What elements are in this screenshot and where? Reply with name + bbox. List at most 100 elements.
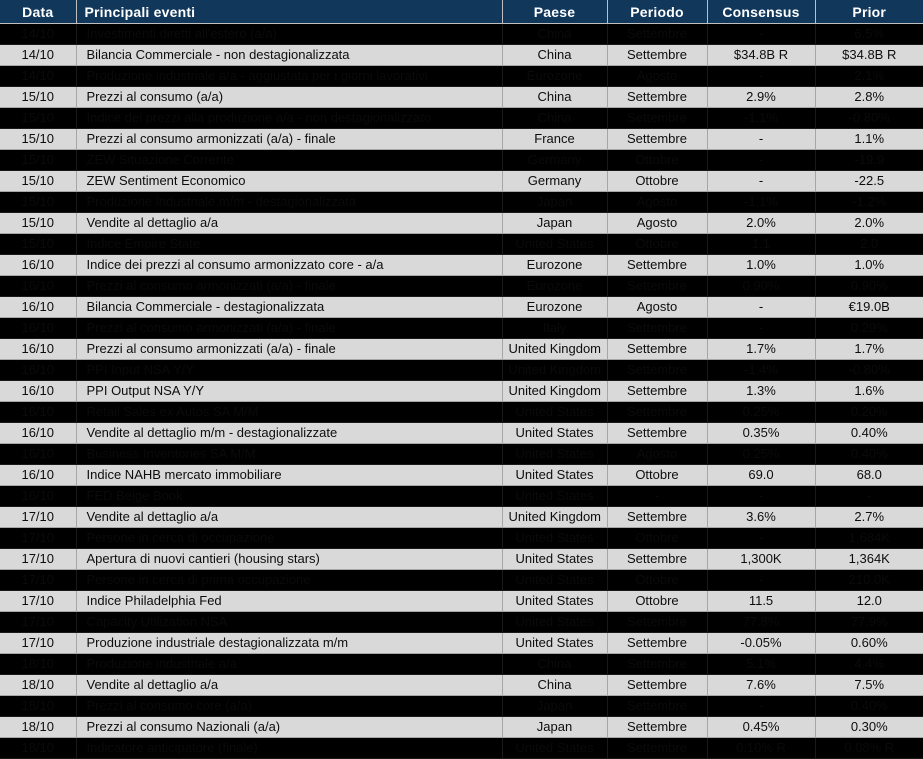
cell-periodo: Settembre bbox=[607, 128, 708, 150]
cell-data: 15/10 bbox=[0, 128, 77, 150]
cell-data: 14/10 bbox=[0, 44, 77, 66]
cell-evento: Produzione industriale a/a bbox=[76, 653, 503, 675]
table-row[interactable]: 14/10 Bilancia Commerciale - non destagio… bbox=[0, 44, 923, 66]
cell-paese: China bbox=[502, 44, 608, 66]
cell-prior: 0.40% bbox=[815, 422, 923, 444]
cell-paese: United States bbox=[502, 422, 608, 444]
cell-evento: Prezzi al consumo armonizzati (a/a) - fi… bbox=[76, 317, 503, 339]
cell-prior: 1.1% bbox=[815, 128, 923, 150]
cell-consensus: - bbox=[707, 296, 816, 318]
table-row[interactable]: 15/10 Indice dei prezzi alla produzione a… bbox=[0, 107, 923, 129]
cell-data: 15/10 bbox=[0, 212, 77, 234]
cell-paese: Eurozone bbox=[502, 254, 608, 276]
table-row[interactable]: 18/10 Vendite al dettaglio a/a China Settem… bbox=[0, 674, 923, 696]
cell-periodo: Agosto bbox=[607, 191, 708, 213]
cell-evento: Prezzi al consumo core (a/a) bbox=[76, 695, 503, 717]
cell-evento: PPI Output NSA Y/Y bbox=[76, 380, 503, 402]
table-row[interactable]: 14/10 Investimenti diretti all'estero (a/… bbox=[0, 23, 923, 45]
cell-prior: 0.30% bbox=[815, 716, 923, 738]
cell-evento: PPI Input NSA Y/Y bbox=[76, 359, 503, 381]
table-row[interactable]: 17/10 Produzione industriale destagionali… bbox=[0, 632, 923, 654]
table-row[interactable]: 15/10 Produzione industriale m/m - destag… bbox=[0, 191, 923, 213]
cell-data: 14/10 bbox=[0, 23, 77, 45]
cell-consensus: 69.0 bbox=[707, 464, 816, 486]
table-row[interactable]: 17/10 Persone in cerca di occupazione Unit… bbox=[0, 527, 923, 549]
table-row[interactable]: 16/10 Prezzi al consumo armonizzati (a/a)… bbox=[0, 275, 923, 297]
column-header-prior[interactable]: Prior bbox=[815, 0, 923, 24]
cell-data: 15/10 bbox=[0, 233, 77, 255]
table-row[interactable]: 17/10 Indice Philadelphia Fed United State… bbox=[0, 590, 923, 612]
cell-prior: 1.0% bbox=[815, 254, 923, 276]
cell-periodo: Settembre bbox=[607, 695, 708, 717]
table-row[interactable]: 18/10 Indicatore anticipatore (finale) Uni… bbox=[0, 737, 923, 759]
table-row[interactable]: 18/10 Prezzi al consumo Nazionali (a/a) Ja… bbox=[0, 716, 923, 738]
table-row[interactable]: 16/10 Indice dei prezzi al consumo armoni… bbox=[0, 254, 923, 276]
cell-evento: Investimenti diretti all'estero (a/a) bbox=[76, 23, 503, 45]
cell-data: 16/10 bbox=[0, 485, 77, 507]
cell-evento: Indice NAHB mercato immobiliare bbox=[76, 464, 503, 486]
cell-consensus: -1.1% bbox=[707, 191, 816, 213]
cell-data: 16/10 bbox=[0, 275, 77, 297]
table-row[interactable]: 15/10 Indice Empire State United States Ott… bbox=[0, 233, 923, 255]
cell-prior: -1.2% bbox=[815, 191, 923, 213]
table-row[interactable]: 16/10 Business Inventories SA M/M United S… bbox=[0, 443, 923, 465]
table-row[interactable]: 18/10 Prezzi al consumo core (a/a) Japan Se… bbox=[0, 695, 923, 717]
cell-paese: United States bbox=[502, 632, 608, 654]
cell-consensus: 1.7% bbox=[707, 338, 816, 360]
cell-consensus: 5.1% bbox=[707, 653, 816, 675]
cell-evento: Prezzi al consumo armonizzati (a/a) - fi… bbox=[76, 275, 503, 297]
cell-paese: United States bbox=[502, 527, 608, 549]
cell-paese: Italy bbox=[502, 317, 608, 339]
column-header-consensus[interactable]: Consensus bbox=[707, 0, 816, 24]
cell-data: 15/10 bbox=[0, 170, 77, 192]
table-row[interactable]: 15/10 Vendite al dettaglio a/a Japan Agosto… bbox=[0, 212, 923, 234]
table-row[interactable]: 15/10 Prezzi al consumo armonizzati (a/a)… bbox=[0, 128, 923, 150]
cell-paese: Eurozone bbox=[502, 65, 608, 87]
cell-periodo: Settembre bbox=[607, 653, 708, 675]
table-row[interactable]: 15/10 Prezzi al consumo (a/a) China Settemb… bbox=[0, 86, 923, 108]
table-row[interactable]: 16/10 Indice NAHB mercato immobiliare Unit… bbox=[0, 464, 923, 486]
cell-prior: 2.7% bbox=[815, 506, 923, 528]
cell-evento: Prezzi al consumo (a/a) bbox=[76, 86, 503, 108]
cell-prior: 7.5% bbox=[815, 674, 923, 696]
column-header-paese[interactable]: Paese bbox=[502, 0, 608, 24]
cell-consensus: 0.25% bbox=[707, 443, 816, 465]
column-header-periodo[interactable]: Periodo bbox=[607, 0, 708, 24]
table-row[interactable]: 17/10 Persone in cerca di prima occupazio… bbox=[0, 569, 923, 591]
cell-data: 17/10 bbox=[0, 548, 77, 570]
cell-data: 16/10 bbox=[0, 296, 77, 318]
table-row[interactable]: 18/10 Produzione industriale a/a China Sett… bbox=[0, 653, 923, 675]
table-row[interactable]: 15/10 ZEW Sentiment Economico Germany Ottob… bbox=[0, 170, 923, 192]
cell-data: 15/10 bbox=[0, 149, 77, 171]
table-row[interactable]: 17/10 Apertura di nuovi cantieri (housing… bbox=[0, 548, 923, 570]
cell-data: 18/10 bbox=[0, 653, 77, 675]
table-row[interactable]: 16/10 FED Beige Book United States - - - bbox=[0, 485, 923, 507]
table-row[interactable]: 16/10 Prezzi al consumo armonizzati (a/a)… bbox=[0, 317, 923, 339]
column-header-principali-eventi[interactable]: Principali eventi bbox=[76, 0, 503, 24]
table-header-row: Data Principali eventi Paese Periodo Con… bbox=[0, 0, 923, 24]
cell-data: 15/10 bbox=[0, 107, 77, 129]
cell-prior: 2.0% bbox=[815, 212, 923, 234]
cell-consensus: 7.6% bbox=[707, 674, 816, 696]
cell-prior: 2.1% bbox=[815, 65, 923, 87]
cell-data: 16/10 bbox=[0, 254, 77, 276]
table-row[interactable]: 16/10 PPI Output NSA Y/Y United Kingdom Set… bbox=[0, 380, 923, 402]
cell-prior: €19.0B bbox=[815, 296, 923, 318]
cell-prior: -0.80% bbox=[815, 359, 923, 381]
table-row[interactable]: 17/10 Vendite al dettaglio a/a United King… bbox=[0, 506, 923, 528]
cell-data: 17/10 bbox=[0, 569, 77, 591]
table-row[interactable]: 16/10 Vendite al dettaglio m/m - destagio… bbox=[0, 422, 923, 444]
cell-periodo: Settembre bbox=[607, 317, 708, 339]
table-row[interactable]: 15/10 ZEW Situazione Corrente Germany Ottob… bbox=[0, 149, 923, 171]
table-row[interactable]: 17/10 Capacity Utilization NSA United Stat… bbox=[0, 611, 923, 633]
table-row[interactable]: 16/10 Bilancia Commerciale - destagionali… bbox=[0, 296, 923, 318]
cell-prior: 0.40% bbox=[815, 695, 923, 717]
table-row[interactable]: 16/10 Retail Sales ex Autos SA M/M United … bbox=[0, 401, 923, 423]
table-row[interactable]: 14/10 Produzione industriale a/a - aggius… bbox=[0, 65, 923, 87]
cell-consensus: -1.1% bbox=[707, 107, 816, 129]
table-row[interactable]: 16/10 Prezzi al consumo armonizzati (a/a)… bbox=[0, 338, 923, 360]
column-header-data[interactable]: Data bbox=[0, 0, 77, 24]
cell-paese: Japan bbox=[502, 695, 608, 717]
table-row[interactable]: 16/10 PPI Input NSA Y/Y United Kingdom Sett… bbox=[0, 359, 923, 381]
